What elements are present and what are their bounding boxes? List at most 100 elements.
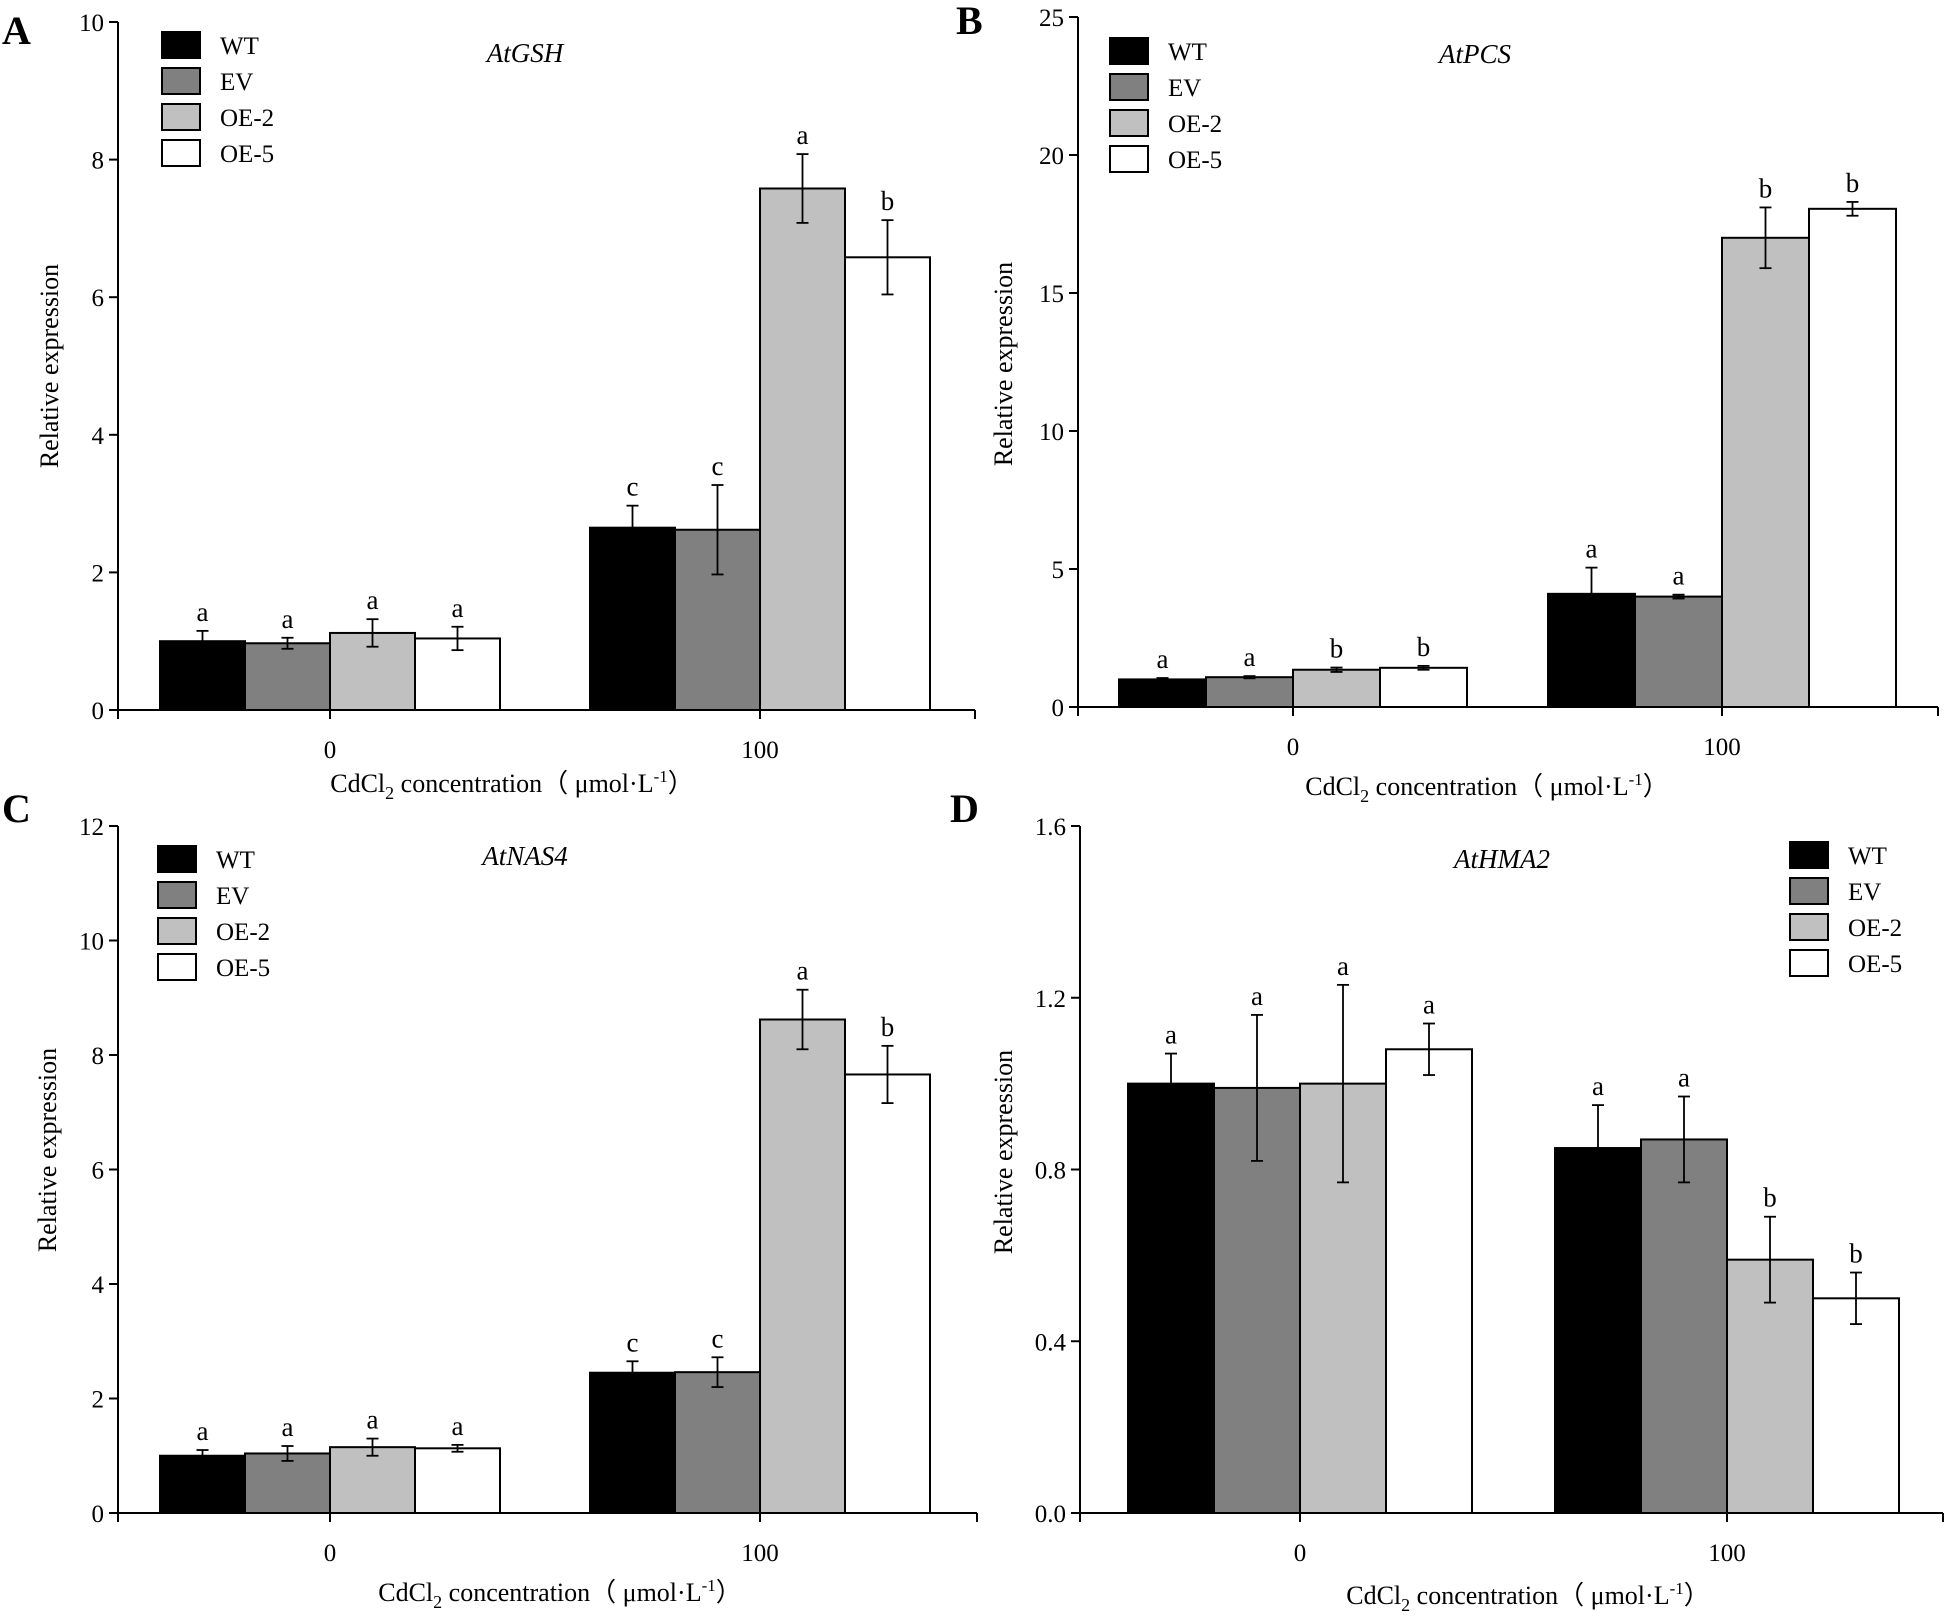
x-axis-label-part: 2: [385, 783, 394, 803]
significance-label: a: [1251, 981, 1263, 1011]
significance-label: a: [452, 1411, 464, 1441]
bar-wt: [589, 1371, 676, 1515]
bar-wt: [1118, 678, 1207, 709]
y-tick-label: 2: [92, 1387, 105, 1414]
bar-oe-5: [844, 1073, 931, 1514]
bar-wt: [589, 526, 676, 711]
x-axis-label-part: CdCl: [330, 769, 385, 798]
y-tick-label: 12: [79, 814, 104, 841]
gene-title: AtNAS4: [480, 841, 568, 871]
x-tick-label: 100: [741, 737, 779, 764]
x-axis-label-part: 2: [1401, 1595, 1410, 1615]
bar-oe-5: [1385, 1048, 1473, 1515]
significance-label: a: [1165, 1020, 1177, 1050]
legend-label: EV: [1168, 75, 1201, 102]
significance-label: b: [1759, 173, 1773, 203]
significance-label: a: [452, 593, 464, 623]
significance-label: c: [627, 1327, 639, 1357]
bar-wt: [159, 1454, 246, 1514]
significance-label: b: [1417, 632, 1431, 662]
legend-swatch: [157, 881, 197, 909]
panel-C: C AtNAS4 0 2 4 6 8 10 12 0 100 Relative expression C…: [2, 786, 978, 1612]
y-tick-label: 4: [92, 1272, 105, 1299]
x-axis-label-part: ）: [668, 769, 694, 798]
y-tick-label: 2: [92, 560, 105, 587]
bar-oe-2: [759, 1018, 846, 1514]
bar-ev: [1205, 676, 1294, 709]
panel-letter: B: [956, 0, 983, 43]
legend-label: WT: [1848, 843, 1887, 870]
x-tick-label: 100: [1703, 734, 1741, 761]
bar-oe-5: [1808, 207, 1897, 708]
x-axis-label-part: 2: [1360, 786, 1369, 806]
y-tick-label: 0: [92, 698, 105, 725]
legend-swatch: [1789, 841, 1829, 869]
y-tick-label: 0.8: [1035, 1158, 1066, 1185]
bar-ev: [1640, 1138, 1728, 1514]
legend-swatch: [1789, 877, 1829, 905]
y-tick-label: 5: [1052, 557, 1065, 584]
y-axis-label: Relative expression: [33, 1048, 62, 1252]
y-tick-label: 25: [1039, 5, 1064, 32]
significance-label: a: [367, 585, 379, 615]
legend-label: WT: [220, 33, 259, 60]
significance-label: a: [1157, 644, 1169, 674]
significance-label: a: [1592, 1071, 1604, 1101]
gene-title: AtGSH: [485, 38, 565, 68]
significance-label: a: [1423, 990, 1435, 1020]
significance-label: a: [797, 120, 809, 150]
gene-title: AtPCS: [1437, 39, 1511, 69]
legend-label: OE-5: [1168, 147, 1222, 174]
bar-oe-5: [844, 256, 931, 711]
legend-label: EV: [220, 69, 253, 96]
significance-label: c: [712, 1323, 724, 1353]
legend-swatch: [1789, 913, 1829, 941]
legend-label: OE-5: [1848, 951, 1902, 978]
bar-ev: [674, 1371, 761, 1515]
y-tick-label: 8: [92, 148, 105, 175]
legend-label: EV: [216, 883, 249, 910]
significance-label: c: [627, 472, 639, 502]
legend-swatch: [161, 139, 201, 167]
x-axis-label-part: concentration（ μmol·L: [442, 1578, 701, 1607]
bar-ev: [1634, 595, 1723, 708]
bar-oe-2: [1721, 236, 1810, 709]
x-tick-label: 100: [741, 1540, 779, 1567]
x-axis-label-part: 2: [433, 1592, 442, 1612]
legend-swatch: [157, 953, 197, 981]
x-axis-label-part: ）: [1684, 1581, 1710, 1610]
significance-label: a: [1337, 951, 1349, 981]
x-tick-label: 0: [1294, 1540, 1307, 1567]
bar-oe-5: [1812, 1297, 1900, 1514]
legend-label: OE-5: [216, 955, 270, 982]
legend-label: OE-2: [220, 105, 274, 132]
x-axis-label-part: -1: [654, 767, 668, 786]
significance-label: a: [1244, 642, 1256, 672]
y-axis-label: Relative expression: [989, 262, 1018, 466]
y-tick-label: 0.0: [1035, 1501, 1066, 1528]
significance-label: a: [197, 597, 209, 627]
x-axis-label: CdCl2 concentration（ μmol·L-1）: [1346, 1579, 1710, 1615]
significance-label: a: [1586, 534, 1598, 564]
legend-swatch: [1109, 37, 1149, 65]
y-tick-label: 4: [92, 423, 105, 450]
y-tick-label: 8: [92, 1043, 105, 1070]
significance-label: a: [1673, 561, 1685, 591]
significance-label: a: [197, 1416, 209, 1446]
x-axis-label-part: -1: [1670, 1579, 1684, 1598]
bar-oe-2: [1292, 668, 1381, 708]
legend-swatch: [1109, 145, 1149, 173]
bar-wt: [159, 640, 246, 712]
legend-label: WT: [216, 847, 255, 874]
y-tick-label: 0.4: [1035, 1329, 1067, 1356]
y-tick-label: 20: [1039, 143, 1064, 170]
legend-swatch: [1789, 949, 1829, 977]
panel-letter: D: [950, 786, 979, 831]
significance-label: a: [282, 1412, 294, 1442]
significance-label: a: [1678, 1063, 1690, 1093]
y-tick-label: 1.2: [1035, 986, 1066, 1013]
x-axis-label-part: -1: [1629, 770, 1643, 789]
panel-B: B AtPCS 0 5 10 15 20 25 0 100 Relative expression C…: [956, 0, 1939, 806]
